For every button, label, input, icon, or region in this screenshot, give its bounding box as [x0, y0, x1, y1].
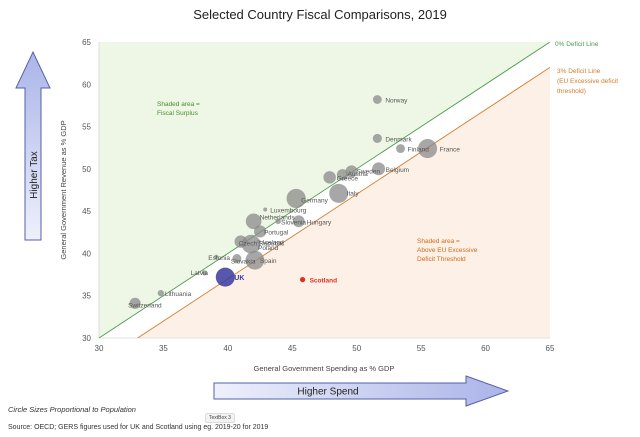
point-portugal [253, 225, 267, 238]
point-label: Lithuania [165, 291, 192, 298]
point-czech-republic [234, 235, 247, 248]
point-label: Iceland [263, 240, 284, 247]
x-tick-label: 45 [288, 344, 297, 353]
point-label: Czech Republic [239, 241, 285, 248]
point-label: Slovenia [281, 219, 306, 226]
point-estonia [214, 254, 219, 259]
y-tick-label: 35 [82, 292, 91, 301]
y-tick-label: 30 [82, 334, 91, 343]
reference-line-0 [99, 42, 550, 338]
x-tick-label: 35 [159, 344, 168, 353]
point-uk [215, 267, 235, 287]
deficit-annotation: Shaded area = Above EU Excessive Deficit T… [417, 238, 478, 263]
point-hungary [292, 215, 305, 228]
point-luxembourg [263, 207, 268, 212]
reference-line-1 [137, 66, 550, 338]
point-switzerland [129, 297, 141, 309]
y-tick-label: 65 [82, 38, 91, 47]
point-label: Slovakia [231, 259, 256, 266]
point-label: Luxembourg [270, 207, 307, 214]
grid [98, 42, 550, 339]
point-slovakia [232, 254, 242, 263]
point-belgium [372, 162, 386, 176]
higher-spend-arrow: Higher Spend [213, 375, 510, 407]
x-tick-label: 55 [417, 344, 426, 353]
annotations: 0% Deficit Line 3% Deficit Line (EU Excess… [157, 41, 618, 263]
y-tick-label: 40 [82, 249, 91, 258]
point-label: Belgium [386, 167, 409, 174]
point-italy [329, 183, 349, 203]
point-label: Hungary [307, 219, 332, 226]
point-label: Spain [260, 258, 277, 265]
point-label: Norway [385, 98, 408, 105]
textbox-label: TextBox 3 [205, 413, 235, 423]
point-sweden [345, 165, 358, 178]
higher-tax-label: Higher Tax [29, 151, 40, 199]
y-axis-title: General Government Revenue as % GDP [59, 120, 68, 259]
three-pct-deficit-label: 3% Deficit Line (EU Excessive deficit thre… [557, 68, 618, 95]
point-denmark [372, 133, 382, 143]
point-latvia [202, 270, 208, 276]
point-label: Scotland [310, 278, 337, 285]
surplus-annotation: Shaded area = Fiscal Surplus [157, 101, 200, 117]
point-label: Austria [348, 171, 369, 178]
reference-lines [99, 42, 550, 338]
point-netherlands [245, 213, 262, 230]
point-label: Poland [258, 245, 279, 252]
y-tick-label: 50 [82, 165, 91, 174]
point-lithuania [157, 289, 165, 297]
point-label: Greece [337, 175, 359, 182]
y-tick-label: 60 [82, 80, 91, 89]
point-scotland [299, 277, 306, 283]
point-label: Sweden [357, 168, 381, 175]
point-label: France [440, 147, 461, 154]
point-label: Switzerland [128, 302, 162, 309]
y-tick-label: 45 [82, 207, 91, 216]
point-label: Denmark [385, 136, 412, 143]
point-label: Germany [301, 197, 328, 204]
point-finland [396, 144, 405, 154]
x-axis-title: General Government Spending as % GDP [254, 364, 395, 373]
point-iceland [256, 239, 261, 244]
x-tick-label: 60 [481, 344, 490, 353]
x-tick-label: 50 [352, 344, 361, 353]
higher-tax-arrow: Higher Tax [15, 50, 51, 241]
circle-size-note: Circle Sizes Proportional to Population [8, 405, 136, 414]
point-spain [245, 250, 265, 270]
point-label: Netherlands [260, 214, 296, 221]
chart-title: Selected Country Fiscal Comparisons, 201… [193, 7, 447, 22]
point-greece [323, 171, 336, 184]
x-tick-label: 30 [95, 344, 104, 353]
point-slovenia [275, 218, 281, 225]
point-france [418, 139, 438, 159]
point-label: Latvia [191, 270, 209, 277]
point-germany [286, 188, 306, 209]
axis-ticks: 30 35 40 45 50 55 60 65 30 35 40 45 50 55 60 65 [82, 38, 555, 353]
x-tick-label: 65 [546, 344, 555, 353]
point-label: Finland [408, 147, 430, 154]
point-label: Portugal [264, 229, 289, 236]
point-austria [336, 169, 349, 181]
point-label: Italy [347, 190, 360, 197]
point-label: UK [234, 275, 244, 282]
point-label: Estonia [208, 255, 230, 262]
zero-deficit-label: 0% Deficit Line [555, 41, 599, 48]
point-norway [372, 95, 382, 104]
x-tick-label: 40 [223, 344, 232, 353]
higher-spend-label: Higher Spend [297, 387, 358, 398]
source-note: Source: OECD; GERS figures used for UK a… [8, 424, 269, 431]
data-points [129, 95, 438, 309]
y-tick-label: 55 [82, 123, 91, 132]
